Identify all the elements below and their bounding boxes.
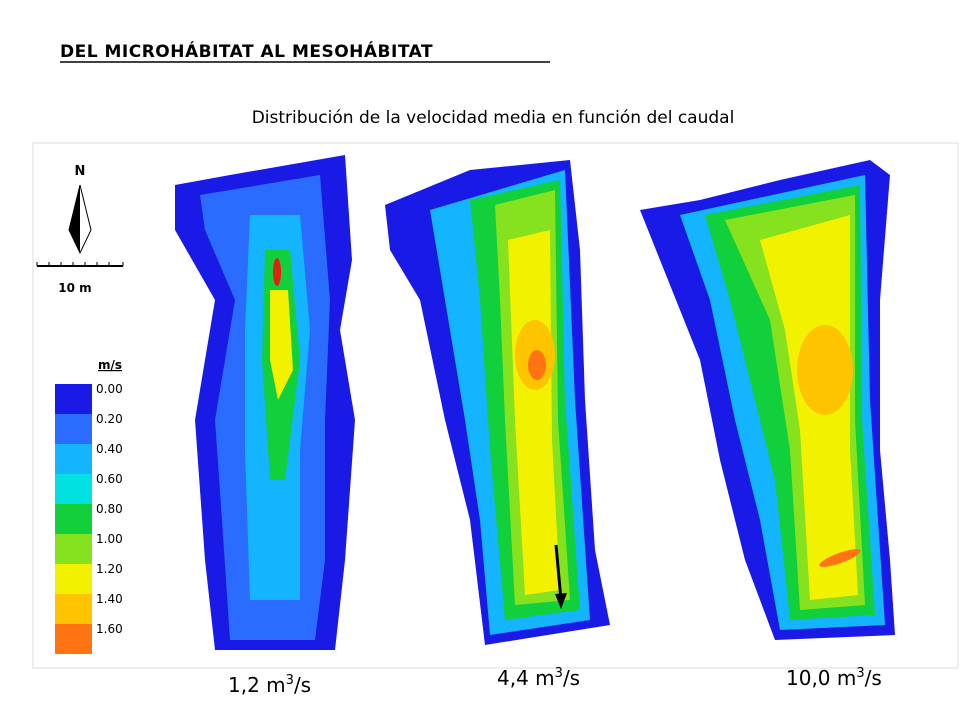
legend-swatch — [55, 504, 92, 534]
map-2-hotspot — [528, 350, 546, 380]
label-main: 1,2 m — [228, 673, 286, 697]
legend-swatch — [55, 474, 92, 504]
map-3-hotspot — [819, 549, 861, 567]
scale-label: 10 m — [58, 281, 91, 295]
label-sup: 3 — [555, 666, 563, 681]
map-3-hotspot — [797, 325, 853, 415]
discharge-label: 1,2 m3/s — [228, 673, 311, 697]
scale-ticks — [36, 262, 124, 266]
label-main: 10,0 m — [786, 666, 856, 690]
flow-arrow-head — [555, 593, 567, 609]
discharge-labels: 1,2 m3/s 4,4 m3/s 10,0 m3/s — [228, 666, 882, 697]
discharge-label: 10,0 m3/s — [786, 666, 882, 690]
legend-swatch — [55, 624, 92, 654]
map-3-layer — [760, 215, 858, 600]
legend-swatch — [55, 564, 92, 594]
subtitle: Distribución de la velocidad media en fu… — [252, 108, 735, 128]
velocity-maps — [175, 155, 895, 650]
label-post: /s — [563, 666, 580, 690]
label-sup: 3 — [286, 673, 294, 688]
legend-swatch — [55, 384, 92, 414]
legend-label: 0.80 — [96, 502, 123, 516]
legend-unit: m/s — [98, 358, 122, 372]
label-post: /s — [294, 673, 311, 697]
legend-label: 1.00 — [96, 532, 123, 546]
legend-label: 1.40 — [96, 592, 123, 606]
legend-label: 0.20 — [96, 412, 123, 426]
legend: 0.00 0.20 0.40 0.60 0.80 1.00 1.20 1.40 1.60 — [55, 382, 123, 654]
label-sup: 3 — [856, 666, 864, 681]
legend-label: 0.40 — [96, 442, 123, 456]
north-label: N — [75, 164, 86, 179]
map-2-layer — [508, 230, 560, 595]
map-1-layer — [270, 290, 293, 400]
figure-frame — [32, 142, 959, 669]
map-1-hotspot — [273, 258, 281, 286]
legend-label: 0.00 — [96, 382, 123, 396]
legend-swatch — [55, 444, 92, 474]
north-arrow-half — [69, 185, 80, 253]
legend-swatch — [55, 594, 92, 624]
legend-label: 0.60 — [96, 472, 123, 486]
title: DEL MICROHÁBITAT AL MESOHÁBITAT — [60, 40, 433, 62]
legend-swatch — [55, 414, 92, 444]
legend-label: 1.60 — [96, 622, 123, 636]
legend-label: 1.20 — [96, 562, 123, 576]
discharge-label: 4,4 m3/s — [497, 666, 580, 690]
label-post: /s — [865, 666, 882, 690]
legend-swatch — [55, 534, 92, 564]
label-main: 4,4 m — [497, 666, 555, 690]
flow-arrow — [554, 544, 563, 601]
